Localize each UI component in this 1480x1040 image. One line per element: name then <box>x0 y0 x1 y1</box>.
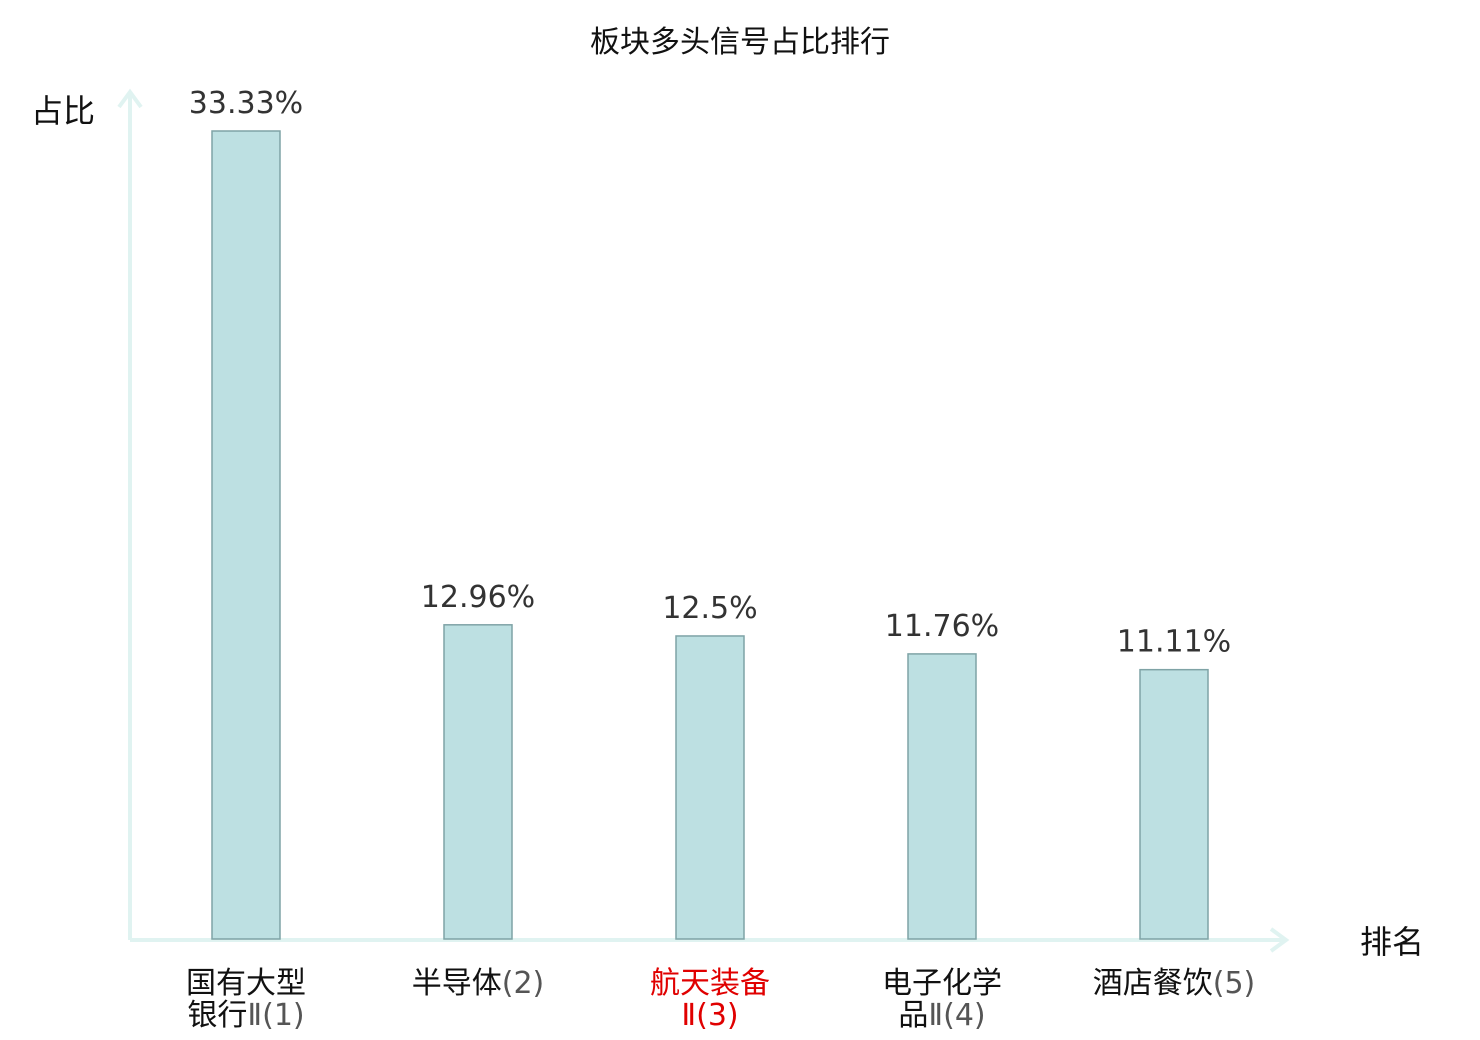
bar-1 <box>211 130 281 940</box>
value-labels-group: 33.33% 12.96% 12.5% 11.76% 11.11% <box>189 86 1231 660</box>
value-label-4: 11.76% <box>885 609 999 644</box>
bar-5 <box>1139 668 1209 940</box>
category-label-4: 电子化学品Ⅱ(4) <box>882 966 1002 1033</box>
value-label-5: 11.11% <box>1117 625 1231 660</box>
value-label-3: 12.5% <box>662 591 757 626</box>
bar-3 <box>675 635 745 940</box>
category-label-1: 国有大型银行Ⅱ(1) <box>186 966 306 1033</box>
value-label-2: 12.96% <box>421 580 535 615</box>
category-label-5: 酒店餐饮(5) <box>1093 966 1256 1001</box>
value-label-1: 33.33% <box>189 86 303 121</box>
category-labels-group: 国有大型银行Ⅱ(1) 半导体(2) 航天装备 Ⅱ(3) 电子化学品Ⅱ(4) 酒店餐饮(5) <box>186 966 1255 1033</box>
x-axis-label: 排名 <box>1360 923 1424 961</box>
category-label-2: 半导体(2) <box>412 966 545 1001</box>
bars-group <box>211 130 1209 940</box>
x-axis <box>130 927 1290 953</box>
bar-2 <box>443 624 513 940</box>
y-axis-label: 占比 <box>31 92 95 130</box>
y-axis <box>117 88 143 940</box>
category-label-3: 航天装备 Ⅱ(3) <box>650 966 770 1033</box>
bar-4 <box>907 653 977 940</box>
chart-title: 板块多头信号占比排行 <box>590 25 890 60</box>
